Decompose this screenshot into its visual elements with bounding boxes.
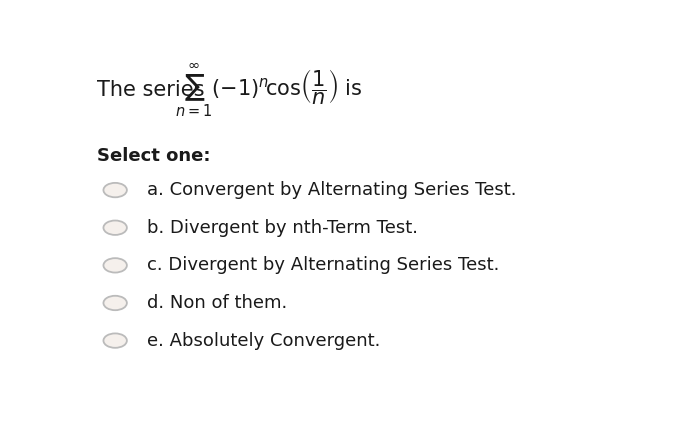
Text: Select one:: Select one:: [96, 147, 210, 165]
Text: b. Divergent by nth-Term Test.: b. Divergent by nth-Term Test.: [147, 219, 418, 237]
Circle shape: [104, 258, 127, 272]
Text: The series: The series: [96, 80, 211, 100]
Text: $\sum_{n=1}^{\infty}(-1)^n\!\cos\!\left(\dfrac{1}{n}\right)$ is: $\sum_{n=1}^{\infty}(-1)^n\!\cos\!\left(…: [175, 62, 363, 119]
Circle shape: [104, 334, 127, 348]
Circle shape: [104, 183, 127, 197]
Text: e. Absolutely Convergent.: e. Absolutely Convergent.: [147, 332, 381, 350]
Circle shape: [104, 296, 127, 310]
Text: a. Convergent by Alternating Series Test.: a. Convergent by Alternating Series Test…: [147, 181, 517, 199]
Text: c. Divergent by Alternating Series Test.: c. Divergent by Alternating Series Test.: [147, 256, 499, 275]
Circle shape: [104, 221, 127, 235]
Text: d. Non of them.: d. Non of them.: [147, 294, 287, 312]
